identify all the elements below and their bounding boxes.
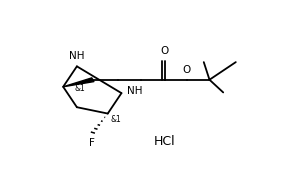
Polygon shape [63,78,94,87]
Text: O: O [161,46,169,57]
Text: &1: &1 [75,84,85,93]
Text: F: F [89,138,95,148]
Text: &1: &1 [110,115,121,124]
Text: NH: NH [127,87,143,96]
Text: NH: NH [69,51,85,61]
Text: O: O [183,65,191,75]
Text: HCl: HCl [154,135,176,147]
